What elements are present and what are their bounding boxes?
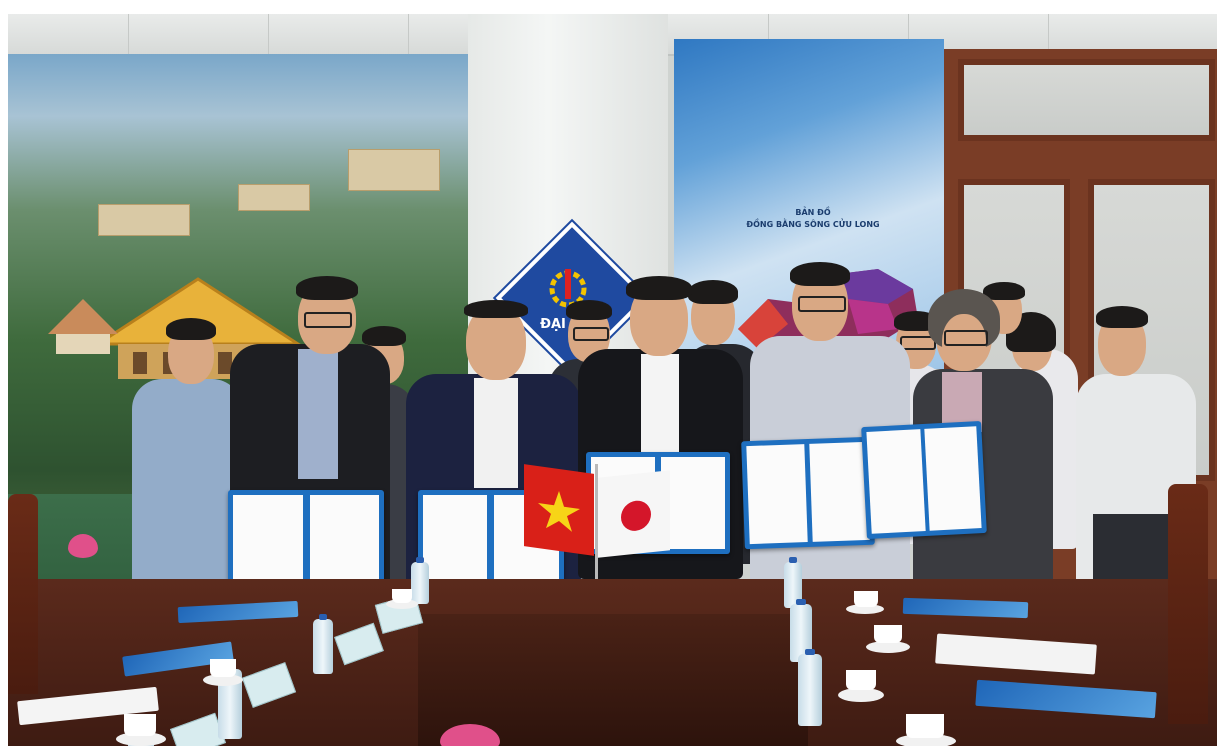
- roof-small-icon: [48, 299, 118, 354]
- tea-cup: [854, 591, 878, 607]
- lotus-decoration: [440, 724, 500, 746]
- flag-pole: [595, 464, 598, 604]
- japan-flag: [598, 470, 670, 558]
- water-bottle: [313, 614, 333, 674]
- wood-window-top: [958, 59, 1215, 141]
- vietnam-flag: [524, 464, 594, 556]
- saucer: [838, 688, 884, 702]
- saucer: [386, 599, 418, 609]
- table-center-well: [418, 614, 808, 746]
- tea-cup: [906, 714, 944, 738]
- gear-icon: [549, 269, 587, 308]
- chair-left: [8, 494, 38, 694]
- chair-right: [1168, 484, 1208, 724]
- map-banner-title-line2: ĐỒNG BẰNG SÔNG CỬU LONG: [746, 220, 880, 229]
- star-icon: [538, 491, 580, 532]
- water-bottle: [798, 649, 822, 726]
- water-bottle: [790, 599, 812, 662]
- tea-cup: [846, 670, 876, 690]
- water-bottle: [411, 557, 429, 604]
- tea-cup: [124, 714, 156, 736]
- signed-document-4: [741, 436, 875, 550]
- saucer: [846, 604, 884, 614]
- signed-document-5: [861, 420, 987, 540]
- japan-flag-disc-icon: [621, 500, 651, 531]
- water-bottle: [784, 557, 802, 608]
- saucer: [203, 674, 243, 686]
- saucer: [866, 641, 910, 653]
- map-banner-title-line1: BẢN ĐỒ: [795, 208, 831, 217]
- map-banner-title: BẢN ĐỒ ĐỒNG BẰNG SÔNG CỬU LONG: [743, 207, 883, 231]
- tea-cup: [210, 659, 236, 677]
- group-photo: ĐẠI HỌC BẢN ĐỒ ĐỒNG BẰNG SÔNG CỬU LONG: [8, 14, 1217, 746]
- tea-cup: [392, 589, 412, 603]
- tea-cup: [874, 625, 902, 643]
